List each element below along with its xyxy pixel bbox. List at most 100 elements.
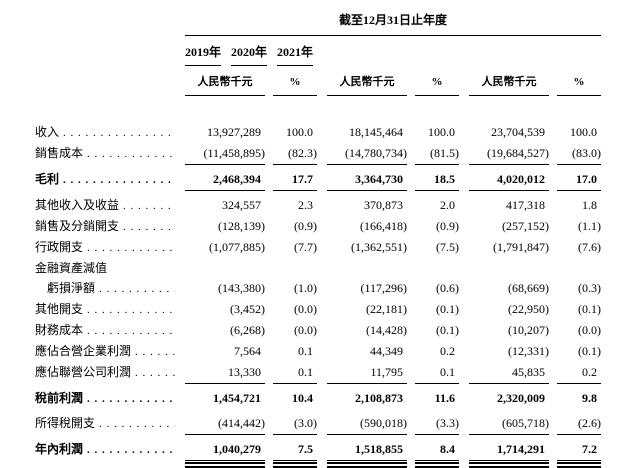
table-body: 收入13,927,289100.018,145,464100.023,704,5… bbox=[35, 122, 640, 468]
percent-cell: (1.0) bbox=[294, 281, 317, 295]
amount-cell: (117,296) bbox=[360, 281, 407, 295]
year-value-group: (1,791,847) (7.6) bbox=[469, 237, 601, 257]
table-header-years-row: 2019年 2020年 2021年 bbox=[35, 42, 640, 66]
amount-cell: (22,181) bbox=[366, 302, 407, 316]
table-row: 虧損淨額 (143,380) (1.0) (117,296) (0.6) (68,669)… bbox=[35, 278, 640, 299]
percent-cell: 8.4 bbox=[415, 439, 459, 468]
percent-cell: (0.0) bbox=[578, 323, 601, 337]
table-row: 其他開支 (3,452) (0.0) (22,181) (0.1) (22,950) (0.… bbox=[35, 299, 640, 320]
percent-cell: 0.1 bbox=[273, 362, 317, 384]
table-row: 年內利潤 1,040,279 7.5 1,518,855 8.4 1,714,291 7.2 bbox=[35, 439, 640, 468]
amount-cell: 417,318 bbox=[506, 198, 545, 212]
year-value-group: 1,518,855 8.4 bbox=[327, 439, 459, 468]
unit-header: 人民幣千元 bbox=[469, 72, 549, 96]
dot-leader bbox=[99, 413, 175, 434]
percent-cell: (0.0) bbox=[294, 302, 317, 316]
percent-cell: (1.1) bbox=[578, 219, 601, 233]
year-value-group: (68,669) (0.3) bbox=[469, 278, 601, 298]
row-label: 其他收入及收益 bbox=[35, 198, 120, 212]
unit-header: 人民幣千元 bbox=[327, 72, 407, 96]
amount-cell: (10,207) bbox=[508, 323, 549, 337]
percent-cell: 0.2 bbox=[440, 344, 455, 358]
year-header-2019: 2019年 bbox=[185, 42, 222, 66]
year-value-group: (11,458,895) (82.3) bbox=[185, 143, 317, 165]
year-value-group: 417,318 1.8 bbox=[469, 195, 601, 215]
amount-cell: 45,835 bbox=[469, 362, 549, 384]
percent-cell: 100.0 bbox=[428, 125, 455, 139]
percent-cell: 100.0 bbox=[286, 125, 313, 139]
year-value-group: 370,873 2.0 bbox=[327, 195, 459, 215]
amount-cell: 7,564 bbox=[234, 344, 261, 358]
percent-cell: (3.3) bbox=[415, 413, 459, 435]
percent-cell: 1.8 bbox=[582, 198, 597, 212]
amount-cell: 370,873 bbox=[364, 198, 403, 212]
percent-cell: 9.8 bbox=[582, 391, 597, 405]
unit-group-2019: 人民幣千元 % bbox=[185, 72, 317, 96]
year-group-2019: 2019年 bbox=[185, 42, 222, 66]
dot-leader bbox=[123, 216, 175, 237]
row-label: 應佔合營企業利潤 bbox=[35, 344, 132, 358]
year-value-group: (128,139) (0.9) bbox=[185, 216, 317, 236]
percent-cell: (3.0) bbox=[273, 413, 317, 435]
amount-cell: (590,018) bbox=[327, 413, 407, 435]
year-value-group: 13,330 0.1 bbox=[185, 362, 317, 384]
row-label: 行政開支 bbox=[35, 240, 84, 254]
amount-cell: 324,557 bbox=[222, 198, 261, 212]
year-value-group: (590,018) (3.3) bbox=[327, 413, 459, 435]
row-label: 其他開支 bbox=[35, 302, 84, 316]
year-value-group: 44,349 0.2 bbox=[327, 341, 459, 361]
percent-cell: (0.1) bbox=[578, 302, 601, 316]
table-row: 銷售及分銷開支 (128,139) (0.9) (166,418) (0.9) (257,… bbox=[35, 216, 640, 237]
row-label-cell: 年內利潤 bbox=[35, 439, 175, 460]
amount-cell: (6,268) bbox=[230, 323, 265, 337]
year-value-group: (19,684,527) (83.0) bbox=[469, 143, 601, 165]
row-label: 虧損淨額 bbox=[47, 281, 96, 295]
percent-cell: (83.0) bbox=[557, 143, 601, 165]
row-label: 銷售及分銷開支 bbox=[35, 219, 120, 233]
table-row: 應佔合營企業利潤 7,564 0.1 44,349 0.2 (12,331) (0.1) bbox=[35, 341, 640, 362]
percent-header: % bbox=[557, 72, 601, 96]
amount-cell: (1,077,885) bbox=[209, 240, 265, 254]
year-value-group: 4,020,012 17.0 bbox=[469, 169, 601, 191]
year-value-group: (6,268) (0.0) bbox=[185, 320, 317, 340]
year-value-group: (1,362,551) (7.5) bbox=[327, 237, 459, 257]
row-label-cell: 所得稅開支 bbox=[35, 413, 175, 434]
amount-cell: (166,418) bbox=[360, 219, 407, 233]
amount-cell: (11,458,895) bbox=[185, 143, 265, 165]
percent-cell: (0.1) bbox=[436, 323, 459, 337]
row-label: 所得稅開支 bbox=[35, 416, 96, 430]
amount-cell: (12,331) bbox=[508, 344, 549, 358]
amount-cell: (22,950) bbox=[508, 302, 549, 316]
year-value-group: 23,704,539 100.0 bbox=[469, 122, 601, 142]
year-value-group: 2,468,394 17.7 bbox=[185, 169, 317, 191]
table-header-units-row: 人民幣千元 % 人民幣千元 % 人民幣千元 % bbox=[35, 72, 640, 96]
dot-leader bbox=[135, 362, 175, 383]
dot-leader bbox=[87, 320, 175, 341]
row-label-cell: 其他開支 bbox=[35, 299, 175, 320]
percent-header: % bbox=[273, 72, 317, 96]
percent-cell: (0.1) bbox=[578, 344, 601, 358]
year-value-group: (14,428) (0.1) bbox=[327, 320, 459, 340]
row-label-cell: 財務成本 bbox=[35, 320, 175, 341]
row-label: 毛利 bbox=[35, 172, 60, 186]
row-label: 財務成本 bbox=[35, 323, 84, 337]
percent-cell: 0.2 bbox=[557, 362, 601, 384]
amount-cell: (3,452) bbox=[230, 302, 265, 316]
percent-cell: 17.0 bbox=[557, 169, 601, 191]
percent-cell: 18.5 bbox=[415, 169, 459, 191]
table-row: 毛利 2,468,394 17.7 3,364,730 18.5 4,020,012 17.… bbox=[35, 169, 640, 191]
dot-leader bbox=[87, 388, 175, 409]
year-value-group: 1,714,291 7.2 bbox=[469, 439, 601, 468]
year-value-group: (22,181) (0.1) bbox=[327, 299, 459, 319]
year-value-group: (22,950) (0.1) bbox=[469, 299, 601, 319]
amount-cell: (1,791,847) bbox=[493, 240, 549, 254]
row-label-cell: 收入 bbox=[35, 122, 175, 143]
dot-leader bbox=[87, 143, 175, 164]
amount-cell: 1,714,291 bbox=[469, 439, 549, 468]
amount-cell: 44,349 bbox=[370, 344, 403, 358]
percent-cell: (0.3) bbox=[578, 281, 601, 295]
year-header-2021: 2021年 bbox=[277, 42, 314, 66]
amount-cell: 13,330 bbox=[185, 362, 265, 384]
year-value-group: (12,331) (0.1) bbox=[469, 341, 601, 361]
